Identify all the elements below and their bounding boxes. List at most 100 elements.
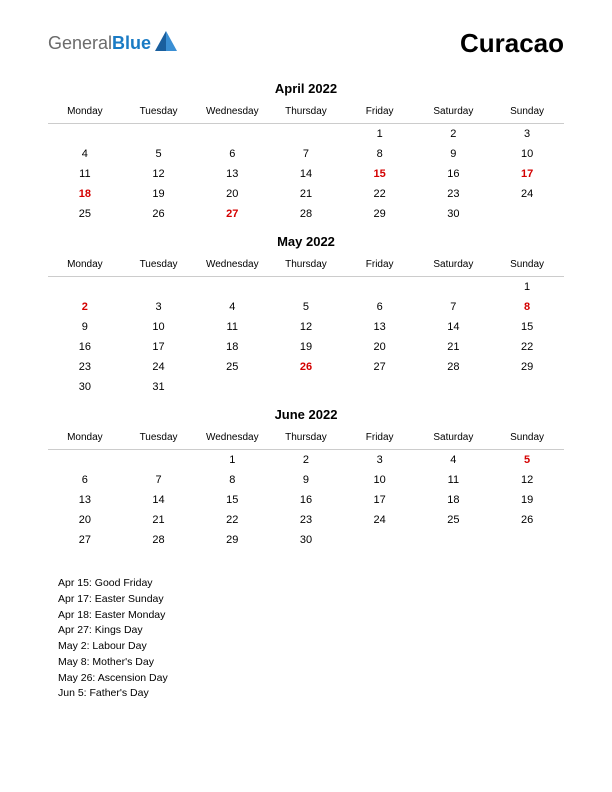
- calendar-cell: 2: [417, 124, 491, 145]
- logo-text-general: General: [48, 33, 112, 53]
- calendar-cell: 14: [122, 490, 196, 510]
- month-block: April 2022MondayTuesdayWednesdayThursday…: [48, 81, 564, 224]
- calendar-cell: 5: [269, 297, 343, 317]
- calendar-cell: [195, 124, 269, 145]
- weekday-header: Saturday: [417, 428, 491, 450]
- logo: GeneralBlue: [48, 33, 177, 54]
- calendar-cell: 22: [343, 184, 417, 204]
- weekday-header: Friday: [343, 255, 417, 277]
- calendar-cell: [490, 204, 564, 224]
- calendar-cell: [195, 277, 269, 298]
- event-line: Apr 15: Good Friday: [58, 576, 554, 592]
- event-line: May 2: Labour Day: [58, 639, 554, 655]
- calendar-cell: [343, 377, 417, 397]
- weekday-header: Sunday: [490, 255, 564, 277]
- weekday-header: Sunday: [490, 428, 564, 450]
- weekday-header: Wednesday: [195, 428, 269, 450]
- event-line: May 26: Ascension Day: [58, 671, 554, 687]
- calendar-cell: 20: [343, 337, 417, 357]
- calendar-cell: 19: [122, 184, 196, 204]
- calendar-cell: 29: [195, 530, 269, 550]
- calendar-cell: 23: [269, 510, 343, 530]
- calendar-cell: 13: [343, 317, 417, 337]
- calendar-cell: 21: [269, 184, 343, 204]
- calendar-row: 16171819202122: [48, 337, 564, 357]
- calendar-cell: 15: [490, 317, 564, 337]
- event-line: Apr 17: Easter Sunday: [58, 592, 554, 608]
- calendar-cell: 9: [269, 470, 343, 490]
- calendar-cell: 17: [490, 164, 564, 184]
- calendar-table: MondayTuesdayWednesdayThursdayFridaySatu…: [48, 255, 564, 397]
- calendar-row: 23242526272829: [48, 357, 564, 377]
- calendar-cell: 31: [122, 377, 196, 397]
- calendar-cell: 29: [490, 357, 564, 377]
- calendar-cell: [490, 530, 564, 550]
- region-title: Curacao: [460, 28, 564, 59]
- calendar-cell: 8: [490, 297, 564, 317]
- calendar-cell: [122, 277, 196, 298]
- calendar-cell: 10: [343, 470, 417, 490]
- calendar-cell: 19: [269, 337, 343, 357]
- calendar-cell: 16: [417, 164, 491, 184]
- calendar-cell: 1: [343, 124, 417, 145]
- weekday-header: Saturday: [417, 102, 491, 124]
- calendar-cell: 9: [48, 317, 122, 337]
- calendar-cell: 26: [269, 357, 343, 377]
- calendar-cell: 21: [122, 510, 196, 530]
- calendar-cell: 11: [195, 317, 269, 337]
- calendar-cell: 26: [490, 510, 564, 530]
- calendar-cell: 28: [269, 204, 343, 224]
- calendar-row: 2345678: [48, 297, 564, 317]
- calendar-cell: 15: [195, 490, 269, 510]
- calendar-cell: [269, 377, 343, 397]
- weekday-header: Wednesday: [195, 102, 269, 124]
- calendar-row: 6789101112: [48, 470, 564, 490]
- calendar-cell: 30: [417, 204, 491, 224]
- calendar-cell: 25: [417, 510, 491, 530]
- calendar-cell: 26: [122, 204, 196, 224]
- calendar-cell: 8: [343, 144, 417, 164]
- calendar-cell: [417, 277, 491, 298]
- calendar-table: MondayTuesdayWednesdayThursdayFridaySatu…: [48, 428, 564, 550]
- calendar-cell: 4: [195, 297, 269, 317]
- calendar-cell: 3: [490, 124, 564, 145]
- calendar-cell: 18: [48, 184, 122, 204]
- calendar-row: 18192021222324: [48, 184, 564, 204]
- calendar-cell: 22: [490, 337, 564, 357]
- calendar-cell: 23: [48, 357, 122, 377]
- calendar-cell: 25: [48, 204, 122, 224]
- calendar-cell: 13: [195, 164, 269, 184]
- calendar-cell: 24: [490, 184, 564, 204]
- calendar-cell: 27: [195, 204, 269, 224]
- calendar-cell: [122, 450, 196, 471]
- calendar-cell: 12: [490, 470, 564, 490]
- calendar-cell: 25: [195, 357, 269, 377]
- calendar-cell: 3: [122, 297, 196, 317]
- calendar-cell: 7: [269, 144, 343, 164]
- calendar-cell: 11: [417, 470, 491, 490]
- calendar-cell: 14: [417, 317, 491, 337]
- calendar-cell: 7: [122, 470, 196, 490]
- calendar-cell: 1: [490, 277, 564, 298]
- event-line: Apr 18: Easter Monday: [58, 608, 554, 624]
- calendar-cell: [417, 377, 491, 397]
- page-header: GeneralBlue Curacao: [0, 0, 612, 71]
- calendar-cell: 7: [417, 297, 491, 317]
- calendar-cell: 28: [122, 530, 196, 550]
- calendar-cell: [417, 530, 491, 550]
- weekday-header: Monday: [48, 102, 122, 124]
- calendar-cell: 6: [343, 297, 417, 317]
- calendar-row: 123: [48, 124, 564, 145]
- calendar-cell: 12: [269, 317, 343, 337]
- calendar-cell: 27: [343, 357, 417, 377]
- calendar-cell: 16: [48, 337, 122, 357]
- weekday-header: Monday: [48, 428, 122, 450]
- calendar-cell: 22: [195, 510, 269, 530]
- calendar-cell: 14: [269, 164, 343, 184]
- calendar-row: 11121314151617: [48, 164, 564, 184]
- calendar-cell: 20: [195, 184, 269, 204]
- calendar-cell: 15: [343, 164, 417, 184]
- event-line: Apr 27: Kings Day: [58, 623, 554, 639]
- logo-triangle-icon: [155, 31, 177, 51]
- month-title: June 2022: [48, 407, 564, 422]
